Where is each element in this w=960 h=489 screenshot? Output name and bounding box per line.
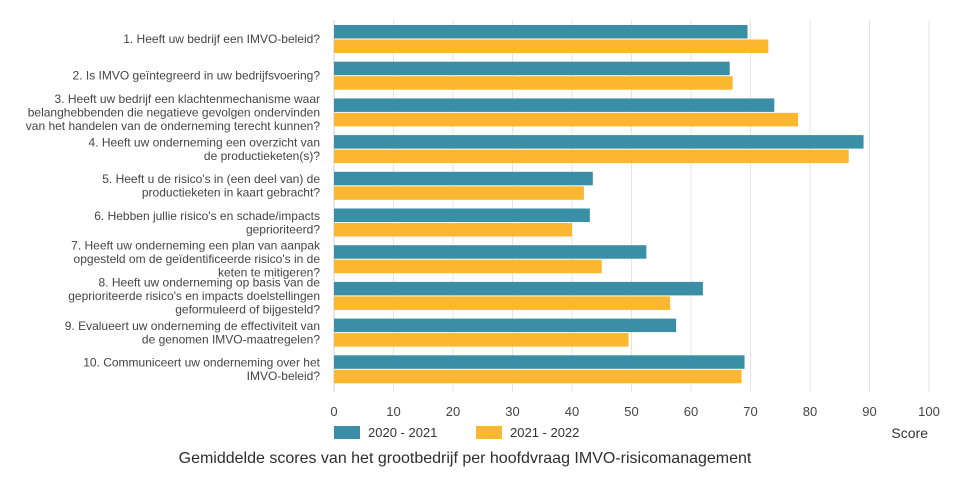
- bar-2-6: [334, 223, 572, 237]
- bar-2-4: [334, 149, 849, 164]
- x-tick-label: 90: [862, 404, 876, 419]
- x-tick-label: 70: [743, 404, 757, 419]
- legend-swatch: [476, 426, 502, 439]
- bar-1-10: [334, 355, 745, 369]
- bar-1-1: [334, 25, 748, 39]
- bar-2-5: [334, 186, 584, 200]
- category-label: geprioriteerd?: [246, 222, 320, 236]
- bar-2-8: [334, 296, 671, 310]
- legend-swatch: [334, 426, 360, 439]
- x-tick-label: 60: [684, 404, 698, 419]
- category-label: van het handelen van de onderneming tere…: [26, 119, 321, 133]
- x-tick-label: 20: [446, 404, 460, 419]
- category-label: 4. Heeft uw onderneming een overzicht va…: [89, 135, 320, 149]
- chart-caption: Gemiddelde scores van het grootbedrijf p…: [178, 450, 752, 467]
- bar-1-2: [334, 61, 730, 76]
- x-tick-label: 0: [330, 404, 337, 419]
- category-label: de genomen IMVO-maatregelen?: [142, 332, 320, 346]
- bar-1-9: [334, 318, 677, 333]
- bar-2-10: [334, 369, 742, 384]
- category-label: 1. Heeft uw bedrijf een IMVO-beleid?: [123, 32, 320, 46]
- x-tick-label: 80: [803, 404, 817, 419]
- category-label: 3. Heeft uw bedrijf een klachtenmechanis…: [55, 92, 320, 106]
- x-tick-label: 30: [505, 404, 519, 419]
- x-axis-title: Score: [891, 425, 928, 441]
- bar-2-3: [334, 112, 799, 127]
- x-axis-ticks: 0 10 20 30 40 50 60 70 80 90 100: [330, 404, 939, 419]
- category-label: 5. Heeft u de risico's in (een deel van)…: [102, 172, 320, 186]
- bar-1-3: [334, 98, 775, 112]
- category-label: belanghebbenden die negatieve gevolgen o…: [28, 105, 320, 119]
- bar-1-5: [334, 171, 593, 186]
- bar-2-9: [334, 333, 629, 347]
- category-label: 6. Hebben jullie risico's en schade/impa…: [94, 209, 320, 223]
- bar-2-1: [334, 39, 769, 53]
- x-tick-label: 40: [565, 404, 579, 419]
- bar-2-2: [334, 76, 733, 90]
- category-label: keten te mitigeren?: [218, 266, 320, 280]
- bar-1-6: [334, 208, 590, 222]
- bars: [334, 25, 864, 384]
- category-label: de productieketen(s)?: [204, 149, 320, 163]
- category-label: IMVO-beleid?: [247, 369, 321, 383]
- category-label: geprioriteerde risico's en impacts doels…: [68, 289, 320, 303]
- bar-1-8: [334, 281, 703, 296]
- bar-2-7: [334, 259, 602, 274]
- bar-1-4: [334, 135, 864, 149]
- category-label: geformuleerd of bijgesteld?: [175, 302, 320, 316]
- category-label: 2. Is IMVO geïntegreerd in uw bedrijfsvo…: [73, 69, 321, 83]
- category-label: 9. Evalueert uw onderneming de effectivi…: [65, 319, 320, 333]
- category-label: opgesteld om de geïdentificeerde risico'…: [74, 252, 321, 266]
- legend-label: 2020 - 2021: [368, 425, 437, 440]
- x-tick-label: 10: [386, 404, 400, 419]
- legend: 2020 - 2021 2021 - 2022: [334, 425, 579, 440]
- bar-1-7: [334, 245, 647, 259]
- category-label: productieketen in kaart gebracht?: [142, 186, 320, 200]
- legend-label: 2021 - 2022: [510, 425, 579, 440]
- category-label: 8. Heeft uw onderneming op basis van de: [99, 275, 321, 289]
- x-tick-label: 50: [624, 404, 638, 419]
- category-label: 10. Communiceert uw onderneming over het: [83, 356, 320, 370]
- category-label: 7. Heeft uw onderneming een plan van aan…: [71, 239, 321, 253]
- bar-chart: 1. Heeft uw bedrijf een IMVO-beleid? 2. I…: [26, 20, 940, 441]
- category-labels: 1. Heeft uw bedrijf een IMVO-beleid? 2. I…: [26, 32, 321, 383]
- x-tick-label: 100: [918, 404, 940, 419]
